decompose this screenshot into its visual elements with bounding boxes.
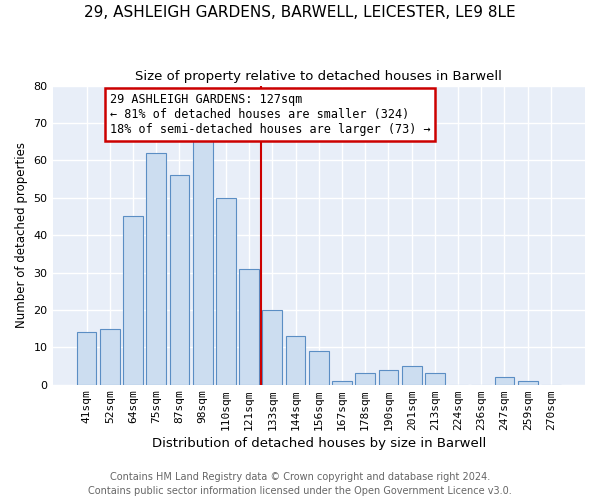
Bar bbox=[494, 377, 514, 384]
Bar bbox=[309, 351, 329, 384]
Bar bbox=[170, 176, 190, 384]
Bar bbox=[379, 370, 398, 384]
Y-axis label: Number of detached properties: Number of detached properties bbox=[15, 142, 28, 328]
Bar bbox=[77, 332, 97, 384]
Title: Size of property relative to detached houses in Barwell: Size of property relative to detached ho… bbox=[136, 70, 502, 83]
Bar bbox=[100, 328, 119, 384]
Text: 29, ASHLEIGH GARDENS, BARWELL, LEICESTER, LE9 8LE: 29, ASHLEIGH GARDENS, BARWELL, LEICESTER… bbox=[84, 5, 516, 20]
Bar bbox=[402, 366, 422, 384]
Text: Contains HM Land Registry data © Crown copyright and database right 2024.: Contains HM Land Registry data © Crown c… bbox=[110, 472, 490, 482]
Bar bbox=[355, 374, 375, 384]
Text: 29 ASHLEIGH GARDENS: 127sqm
← 81% of detached houses are smaller (324)
18% of se: 29 ASHLEIGH GARDENS: 127sqm ← 81% of det… bbox=[110, 93, 430, 136]
X-axis label: Distribution of detached houses by size in Barwell: Distribution of detached houses by size … bbox=[152, 437, 486, 450]
Bar bbox=[332, 381, 352, 384]
Bar bbox=[239, 269, 259, 384]
Text: Contains public sector information licensed under the Open Government Licence v3: Contains public sector information licen… bbox=[88, 486, 512, 496]
Bar bbox=[193, 134, 212, 384]
Bar bbox=[286, 336, 305, 384]
Bar bbox=[216, 198, 236, 384]
Bar bbox=[262, 310, 282, 384]
Bar bbox=[146, 153, 166, 384]
Bar bbox=[123, 216, 143, 384]
Bar bbox=[425, 374, 445, 384]
Bar bbox=[518, 381, 538, 384]
